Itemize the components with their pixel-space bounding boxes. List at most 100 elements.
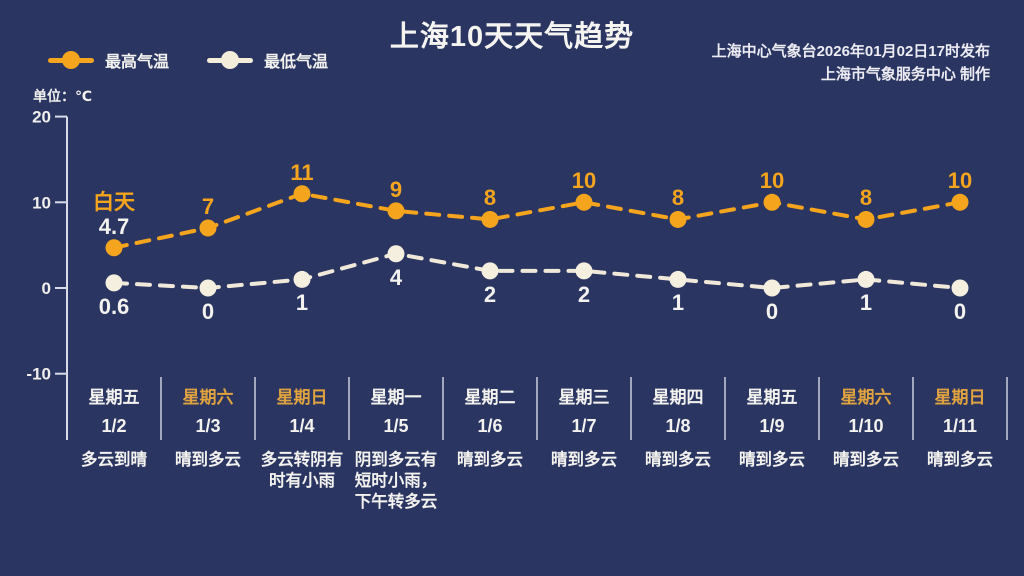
day-column: 星期五 1/2 多云到晴 <box>67 388 161 471</box>
weekday-label: 星期日 <box>276 388 328 407</box>
y-tick-label: 20 <box>32 108 51 127</box>
high-temp-point <box>951 193 969 211</box>
weekday-label: 星期六 <box>840 388 892 407</box>
high-temp-value: 7 <box>201 194 215 219</box>
low-temp-value: 1 <box>671 290 685 316</box>
weekday-label: 星期日 <box>934 388 986 407</box>
high-temp-line <box>112 191 962 250</box>
low-temp-point <box>293 270 311 288</box>
low-temp-value: 0 <box>201 299 215 324</box>
low-temp-point <box>481 262 499 280</box>
weekday-label: 星期三 <box>558 388 610 407</box>
weekday-label: 星期五 <box>88 388 140 407</box>
high-temp-value: 9 <box>389 176 403 202</box>
day-column: 星期六 1/10 晴到多云 <box>819 388 913 471</box>
legend-item-high: 最高气温 <box>48 48 169 72</box>
low-temp-point <box>763 279 781 297</box>
weather-label: 晴到多云 <box>457 451 523 469</box>
page-title: 上海10天天气趋势 <box>389 21 635 53</box>
low-temp-value: 0 <box>953 299 967 324</box>
date-label: 1/11 <box>942 416 978 436</box>
daytime-annotation: 白天 <box>93 190 135 214</box>
high-temp-value: 10 <box>759 168 785 194</box>
weather-label: 晴到多云 <box>175 451 241 469</box>
low-temp-point <box>669 270 687 288</box>
high-temp-value: 10 <box>947 168 973 194</box>
weather-label: 晴到多云 <box>645 451 711 469</box>
weather-label: 晴到多云 <box>927 451 993 469</box>
day-column: 星期六 1/3 晴到多云 <box>161 388 255 471</box>
weekday-label: 星期五 <box>746 388 798 407</box>
date-label: 1/4 <box>289 416 315 436</box>
date-label: 1/3 <box>195 416 221 436</box>
low-temp-point <box>387 245 405 263</box>
legend-item-low: 最低气温 <box>207 48 328 72</box>
high-temp-point <box>857 210 875 228</box>
day-column: 星期二 1/6 晴到多云 <box>443 388 537 471</box>
high-temp-value: 4.7 <box>98 213 130 239</box>
y-tick-label: -10 <box>26 365 51 384</box>
low-temp-value: 0.6 <box>98 293 130 319</box>
weather-label: 晴到多云 <box>551 451 617 469</box>
high-temp-value: 11 <box>290 159 314 185</box>
high-temp-point <box>293 185 311 203</box>
day-column: 星期日 1/4 多云转阴有 时有小雨 <box>255 388 349 492</box>
low-temp-value: 2 <box>483 281 497 307</box>
high-temp-point <box>199 219 217 237</box>
day-column: 星期三 1/7 晴到多云 <box>537 388 631 471</box>
day-column: 星期一 1/5 阴到多云有 短时小雨， 下午转多云 <box>349 388 443 513</box>
date-label: 1/7 <box>571 416 597 436</box>
high-temp-point <box>387 202 405 220</box>
weekday-label: 星期一 <box>370 388 422 407</box>
low-temp-line <box>112 251 962 291</box>
high-temp-point <box>669 210 687 228</box>
low-temp-point <box>951 279 969 297</box>
high-temp-point <box>763 193 781 211</box>
weekday-label: 星期四 <box>652 388 704 407</box>
low-temp-value: 0 <box>765 299 779 324</box>
date-label: 1/2 <box>101 416 127 436</box>
weather-label: 晴到多云 <box>833 451 899 469</box>
high-temp-point <box>575 193 593 211</box>
high-temp-point <box>481 210 499 228</box>
high-temp-value: 8 <box>483 185 497 211</box>
weather-label: 多云到晴 <box>81 451 147 469</box>
date-label: 1/6 <box>477 416 503 436</box>
day-column: 星期日 1/11 晴到多云 <box>913 388 1007 471</box>
high-temp-value: 8 <box>671 185 685 211</box>
unit-label: 单位：℃ <box>33 88 92 104</box>
high-temp-value: 10 <box>571 168 597 194</box>
low-temp-value: 2 <box>577 281 591 307</box>
weekday-label: 星期六 <box>182 388 234 407</box>
low-temp-value: 4 <box>389 264 403 290</box>
low-temp-value: 1 <box>295 290 309 316</box>
low-temp-value: 1 <box>859 290 873 316</box>
date-label: 1/5 <box>383 416 409 436</box>
day-column: 星期四 1/8 晴到多云 <box>631 388 725 471</box>
low-temp-point <box>857 270 875 288</box>
weekday-label: 星期二 <box>464 388 516 407</box>
y-tick-label: 10 <box>32 193 51 212</box>
low-temp-point <box>575 262 593 280</box>
low-temp-point <box>105 274 123 292</box>
date-label: 1/9 <box>759 416 785 436</box>
high-temp-point <box>105 239 123 257</box>
publisher-line-issued: 上海中心气象台2026年01月02日17时发布 <box>711 43 990 60</box>
weather-label: 多云转阴有 时有小雨 <box>260 451 344 490</box>
high-temp-value: 8 <box>859 185 873 211</box>
date-label: 1/10 <box>848 416 884 436</box>
low-temp-legend-marker-icon <box>207 51 254 69</box>
weather-label: 晴到多云 <box>739 451 805 469</box>
legend: 最高气温 最低气温 <box>48 48 328 72</box>
legend-high-label: 最高气温 <box>105 54 170 71</box>
low-temp-point <box>199 279 217 297</box>
weather-label: 阴到多云有 短时小雨， 下午转多云 <box>354 451 438 511</box>
high-temp-legend-marker-icon <box>48 51 94 69</box>
date-label: 1/8 <box>665 416 691 436</box>
y-tick-label: 0 <box>42 279 51 298</box>
publisher-line-produced: 上海市气象服务中心 制作 <box>820 66 990 83</box>
